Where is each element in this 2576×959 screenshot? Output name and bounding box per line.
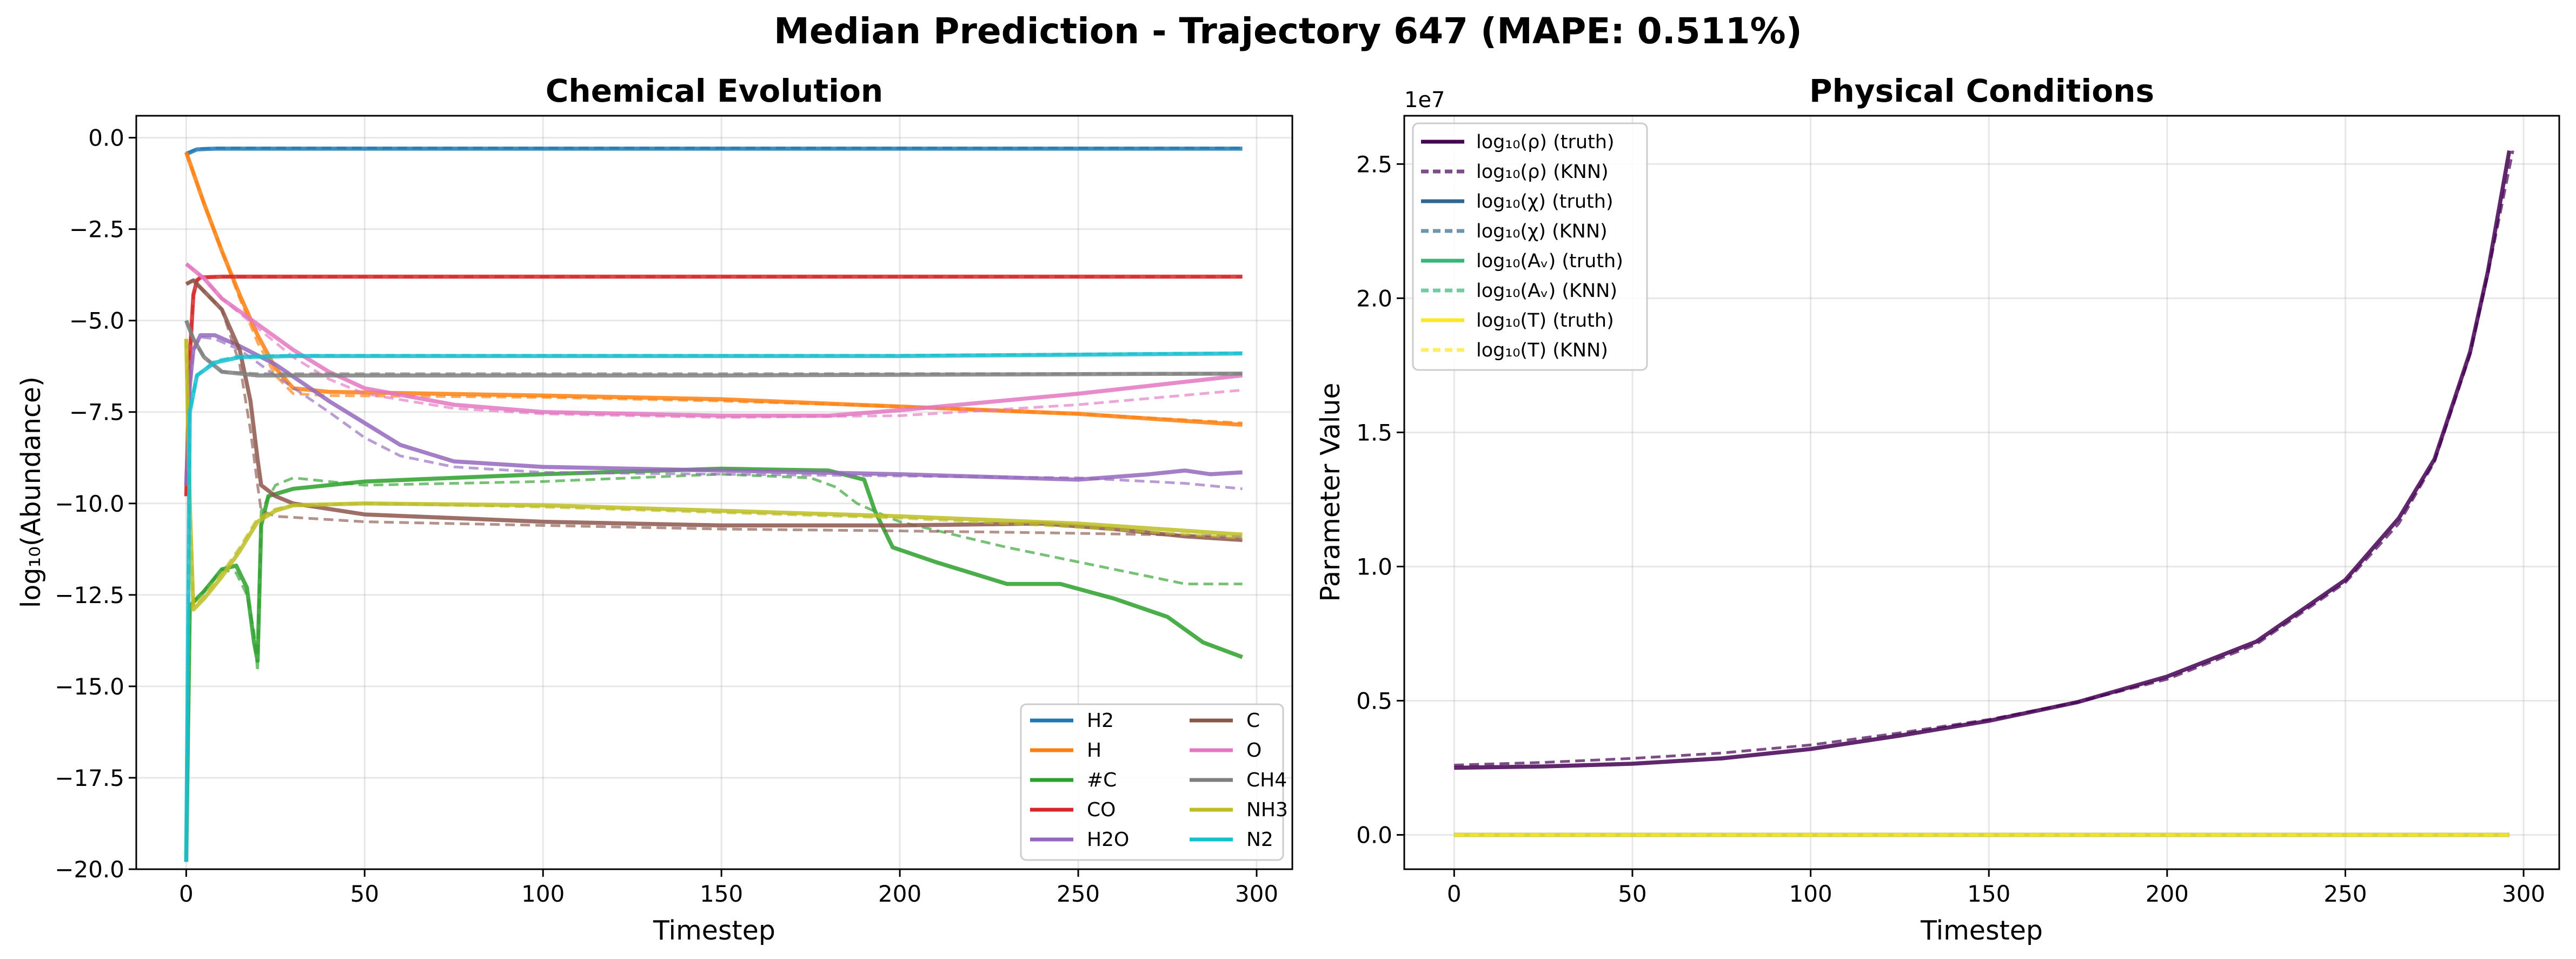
legend-label-ch4: CH4 (1246, 769, 1287, 791)
physical-series (1454, 150, 2514, 837)
chemical-x-tick-label: 100 (521, 881, 565, 907)
series-h-knn-line (185, 151, 1243, 425)
series-ch4-knn-line (185, 320, 1243, 375)
chemical-series (184, 147, 1243, 862)
chemical-x-tick-label: 300 (1235, 881, 1278, 907)
chemical-y-tick-label: −15.0 (55, 673, 124, 700)
legend-label-h2: H2 (1087, 710, 1114, 732)
chemical-evolution-panel: Chemical Evolution 0 50 100 150 200 250 300 −20… (16, 72, 1293, 946)
series-n2-knn-line (184, 351, 1243, 862)
chemical-legend: H2 H #C CO H2O CO CH4 NH3 N2 (1020, 703, 1288, 861)
physical-x-tick-label: 0 (1447, 881, 1462, 907)
physical-legend: log₁₀(ρ) (truth) log₁₀(ρ) (KNN) log₁₀(χ) (… (1412, 122, 1648, 371)
chemical-legend-box (1020, 703, 1284, 861)
chemical-y-tick-label: −12.5 (55, 582, 124, 609)
legend-label-5: log₁₀(Aᵥ) (KNN) (1476, 280, 1617, 302)
series-h2o-truth-line (184, 333, 1243, 486)
physical-x-tick-label: 50 (1618, 881, 1646, 907)
chemical-y-tick-label: −2.5 (69, 216, 124, 243)
series-c-knn-line (184, 473, 1243, 862)
chemical-y-tick-label: −10.0 (55, 491, 124, 517)
legend-label-h: H (1087, 739, 1101, 762)
series-o-knn-line (185, 262, 1243, 419)
chemical-x-tick-label: 0 (179, 881, 194, 907)
legend-label-0: log₁₀(ρ) (truth) (1476, 131, 1615, 153)
chemical-x-axis-label: Timestep (653, 915, 775, 946)
physical-y-axis-label: Parameter Value (1315, 382, 1346, 601)
physical-ticks: 0 50 100 150 200 250 300 0.0 0.5 1.0 1.5 2.0 2.5 (1356, 151, 2545, 907)
physical-legend-box (1412, 122, 1648, 371)
chemical-evolution-title: Chemical Evolution (546, 72, 883, 109)
series-o-truth-line (185, 262, 1243, 418)
legend-label-7: log₁₀(T) (KNN) (1476, 340, 1608, 361)
chemical-y-tick-label: −5.0 (69, 308, 124, 334)
physical-conditions-title: Physical Conditions (1809, 72, 2154, 109)
physical-y-tick-label: 0.5 (1356, 687, 1392, 714)
physical-y-tick-label: 2.5 (1356, 151, 1392, 177)
series-nh3-truth-line (184, 339, 1243, 612)
series-c-truth-line (184, 466, 1243, 862)
physical-y-tick-label: 1.5 (1356, 419, 1392, 446)
physical-x-axis-label: Timestep (1920, 915, 2043, 946)
physical-y-tick-label: 1.0 (1356, 553, 1392, 580)
series-log-knn-line (1454, 150, 2514, 766)
series-nh3-knn-line (184, 339, 1243, 610)
physical-x-tick-label: 250 (2323, 881, 2367, 907)
y-offset-label: 1e7 (1404, 88, 1445, 113)
physical-conditions-panel: Physical Conditions 1e7 0 50 100 150 200 250 3… (1315, 72, 2560, 946)
physical-x-tick-label: 100 (1789, 881, 1832, 907)
chemical-x-tick-label: 250 (1057, 881, 1100, 907)
physical-x-tick-label: 200 (2146, 881, 2189, 907)
legend-label-c: C (1246, 710, 1260, 732)
chemical-y-axis-label: log₁₀(Abundance) (16, 376, 47, 608)
legend-label-1: log₁₀(ρ) (KNN) (1476, 161, 1609, 183)
chemical-y-tick-label: 0.0 (88, 125, 124, 151)
legend-label-3: log₁₀(χ) (KNN) (1476, 221, 1608, 242)
legend-label-nh3: NH3 (1246, 799, 1288, 821)
physical-axes-frame (1403, 115, 2560, 870)
figure-title: Median Prediction - Trajectory 647 (MAPE… (774, 10, 1802, 52)
chemical-x-tick-label: 50 (350, 881, 379, 907)
physical-grid (1404, 116, 2559, 869)
series-h2-knn-line (185, 147, 1243, 155)
legend-label-o: O (1246, 739, 1262, 762)
chemical-x-tick-label: 200 (878, 881, 921, 907)
legend-label-h2o: H2O (1087, 829, 1129, 851)
legend-label-n2: N2 (1246, 829, 1273, 851)
physical-y-tick-label: 2.0 (1356, 285, 1392, 312)
chemical-y-tick-label: −7.5 (69, 399, 124, 426)
chemical-x-tick-label: 150 (700, 881, 743, 907)
legend-label-c: #C (1087, 769, 1117, 791)
physical-x-tick-label: 150 (1967, 881, 2010, 907)
legend-label-2: log₁₀(χ) (truth) (1476, 191, 1614, 213)
physical-y-tick-label: 0.0 (1356, 822, 1392, 849)
legend-label-6: log₁₀(T) (truth) (1476, 310, 1614, 332)
chemical-axes-frame (135, 115, 1293, 870)
chemical-ticks: 0 50 100 150 200 250 300 −20.0 −17.5 −15.0 −12.5 −1… (55, 125, 1278, 907)
physical-x-tick-label: 300 (2502, 881, 2545, 907)
chemical-y-tick-label: −17.5 (55, 765, 124, 791)
chemical-y-tick-label: −20.0 (55, 856, 124, 883)
legend-label-co: CO (1087, 799, 1116, 821)
legend-label-4: log₁₀(Aᵥ) (truth) (1476, 250, 1623, 272)
series-h2o-knn-line (184, 335, 1243, 491)
